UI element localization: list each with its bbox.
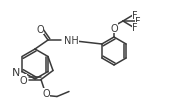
Text: O: O [36, 25, 44, 35]
Text: O: O [42, 89, 50, 99]
Text: O: O [110, 23, 118, 33]
Text: F: F [132, 23, 138, 33]
Text: F: F [135, 17, 141, 27]
Text: NH: NH [64, 36, 79, 46]
Text: F: F [132, 11, 138, 21]
Text: O: O [19, 75, 27, 85]
Text: N: N [12, 67, 20, 77]
